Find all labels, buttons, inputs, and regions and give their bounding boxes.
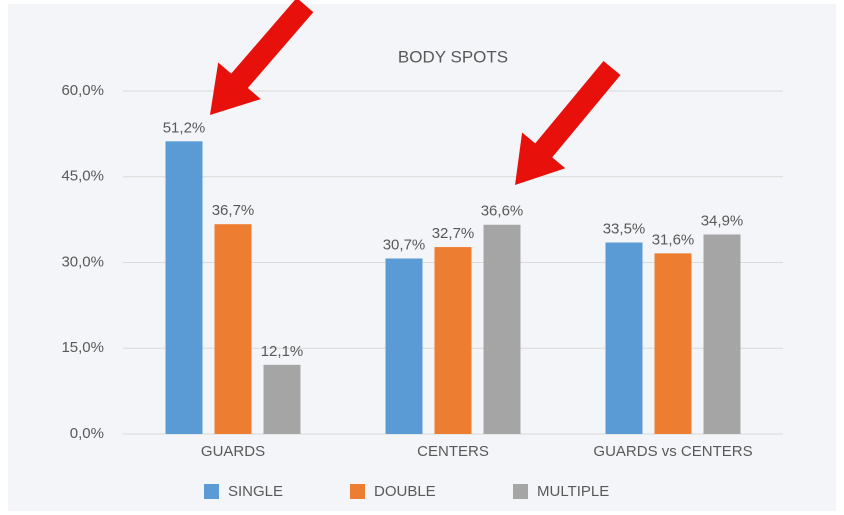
plot: 0,0% 15,0% 30,0% 45,0% 60,0% GUARDS 51,2% 36,7%… — [61, 82, 783, 500]
bar — [434, 247, 472, 434]
data-label: 32,7% — [432, 225, 475, 242]
data-label: 33,5% — [603, 220, 646, 237]
x-tick-label: GUARDS — [201, 443, 265, 460]
data-label: 51,2% — [163, 119, 206, 136]
y-tick-label: 30,0% — [61, 253, 104, 270]
chart-title: BODY SPOTS — [398, 47, 508, 66]
legend-label: DOUBLE — [374, 483, 436, 500]
arrow — [515, 61, 621, 185]
legend-label: SINGLE — [228, 483, 283, 500]
legend-swatch — [204, 484, 219, 499]
legend-swatch — [513, 484, 528, 499]
legend-label: MULTIPLE — [537, 483, 609, 500]
bar — [385, 258, 423, 434]
bar — [263, 364, 301, 434]
data-label: 12,1% — [261, 343, 304, 360]
data-label: 36,7% — [212, 202, 255, 219]
x-tick-label: GUARDS vs CENTERS — [593, 443, 752, 460]
bar — [703, 234, 741, 434]
arrow — [210, 0, 314, 115]
data-label: 36,6% — [481, 203, 524, 220]
y-tick-label: 45,0% — [61, 168, 104, 185]
bar — [654, 253, 692, 434]
x-tick-label: CENTERS — [417, 443, 489, 460]
y-tick-label: 0,0% — [70, 425, 104, 442]
legend-swatch — [350, 484, 365, 499]
bar — [214, 224, 252, 434]
data-label: 34,9% — [701, 212, 744, 229]
data-label: 30,7% — [383, 236, 426, 253]
bar — [605, 242, 643, 434]
y-tick-label: 15,0% — [61, 339, 104, 356]
bar — [483, 224, 521, 434]
data-label: 31,6% — [652, 231, 695, 248]
y-tick-label: 60,0% — [61, 82, 104, 99]
bar — [165, 141, 203, 434]
